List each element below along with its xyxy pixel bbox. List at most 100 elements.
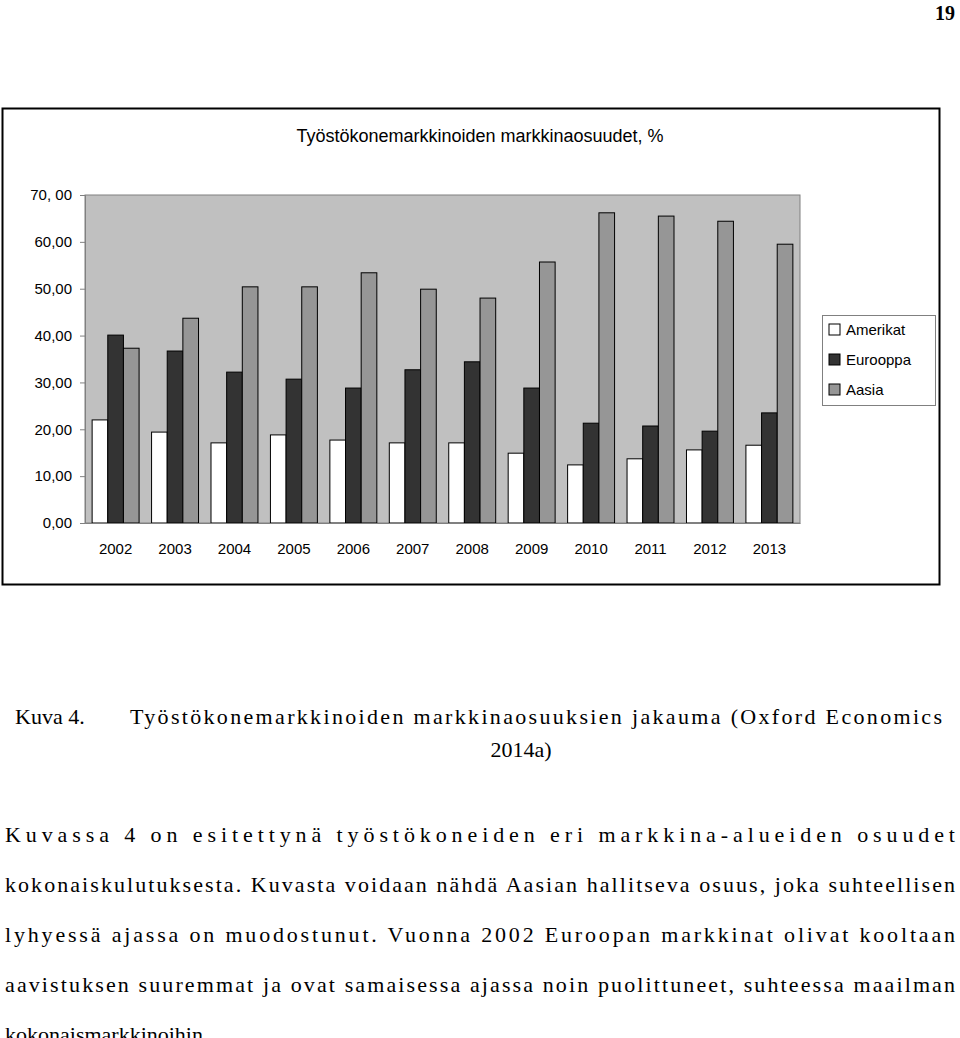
bar xyxy=(361,273,377,523)
x-tick: 2012 xyxy=(693,523,726,557)
paragraph-line: aavistuksen suuremmat ja ovat samaisessa… xyxy=(5,972,955,997)
bar xyxy=(183,318,199,523)
page: 19 Työstökonemarkkinoiden markkinaosuudet… xyxy=(0,0,960,1038)
y-tick: 60,00 xyxy=(34,233,85,250)
x-tick-label: 2004 xyxy=(218,540,251,557)
x-tick-label: 2002 xyxy=(99,540,132,557)
bar xyxy=(718,221,734,523)
bar xyxy=(568,465,584,523)
y-tick-mark xyxy=(80,476,85,477)
bar xyxy=(211,443,227,523)
x-tick: 2004 xyxy=(218,523,251,557)
page-number: 19 xyxy=(935,2,955,24)
bar xyxy=(346,388,362,523)
y-tick-label: 30,00 xyxy=(34,374,72,391)
bar xyxy=(686,450,702,523)
y-tick-mark xyxy=(80,429,85,430)
bar xyxy=(152,432,168,523)
chart-title: Työstökonemarkkinoiden markkinaosuudet, … xyxy=(296,126,663,146)
x-tick-label: 2007 xyxy=(396,540,429,557)
x-tick: 2006 xyxy=(337,523,370,557)
caption-label: Kuva 4. xyxy=(15,704,85,729)
x-tick-label: 2005 xyxy=(277,540,310,557)
bar xyxy=(762,413,778,523)
legend-label: Aasia xyxy=(846,381,884,398)
y-tick-label: 20,00 xyxy=(34,421,72,438)
y-tick: 20,00 xyxy=(34,421,85,438)
y-tick-mark xyxy=(80,195,85,196)
bar xyxy=(627,459,643,523)
x-tick-label: 2010 xyxy=(574,540,607,557)
bar xyxy=(508,453,524,523)
x-tick-label: 2003 xyxy=(158,540,191,557)
y-tick-mark xyxy=(80,336,85,337)
x-tick-label: 2012 xyxy=(693,540,726,557)
y-tick: 40,00 xyxy=(34,327,85,344)
y-tick: 30,00 xyxy=(34,374,85,391)
bars xyxy=(92,213,793,523)
y-tick-mark xyxy=(80,289,85,290)
bar xyxy=(270,435,286,523)
y-tick-label: 60,00 xyxy=(34,233,72,250)
x-tick-label: 2006 xyxy=(337,540,370,557)
y-tick-mark xyxy=(80,382,85,383)
bar xyxy=(658,216,674,523)
x-tick-label: 2011 xyxy=(634,540,666,557)
bar xyxy=(449,443,465,523)
x-tick: 2003 xyxy=(158,523,191,557)
bar xyxy=(389,443,405,523)
y-tick-label: 10,00 xyxy=(34,467,72,484)
bar xyxy=(330,440,346,523)
x-tick: 2005 xyxy=(277,523,310,557)
paragraph-line: lyhyessä ajassa on muodostunut. Vuonna 2… xyxy=(5,922,955,947)
bar xyxy=(123,348,139,523)
caption-line: 2014a) xyxy=(490,737,551,762)
x-tick-label: 2008 xyxy=(456,540,489,557)
bar xyxy=(167,351,183,523)
caption-line: Työstökonemarkkinoiden markkinaosuuksien… xyxy=(130,704,942,729)
bar xyxy=(242,287,258,523)
bar xyxy=(583,423,599,523)
x-axis-line xyxy=(86,523,801,524)
y-tick: 50,00 xyxy=(34,280,85,297)
paragraph-line: kokonaismarkkinoihin. xyxy=(5,1022,208,1038)
x-tick: 2002 xyxy=(99,523,132,557)
legend-swatch xyxy=(829,384,840,395)
y-tick-label: 50,00 xyxy=(34,280,72,297)
legend-swatch xyxy=(829,354,840,365)
legend-box xyxy=(823,316,936,406)
bar xyxy=(702,431,718,523)
bar xyxy=(108,335,124,523)
y-axis: 0,00 10,00 20,00 30,00 40,00 50,00 60,00 70, 00 xyxy=(30,186,85,531)
x-tick: 2011 xyxy=(634,523,666,557)
plot-area xyxy=(85,195,800,523)
legend-label: Amerikat xyxy=(846,321,906,338)
bar xyxy=(405,370,421,523)
y-tick-label: 40,00 xyxy=(34,327,72,344)
x-tick: 2009 xyxy=(515,523,548,557)
bar xyxy=(302,287,318,523)
y-axis-line xyxy=(80,196,86,524)
y-tick-mark xyxy=(80,523,85,524)
bar xyxy=(746,445,762,523)
x-tick-label: 2009 xyxy=(515,540,548,557)
x-tick-label: 2013 xyxy=(753,540,786,557)
y-tick: 10,00 xyxy=(34,467,85,484)
paragraph-line: Kuvassa 4 on esitettynä työstökoneiden e… xyxy=(5,822,955,847)
bar xyxy=(464,362,480,523)
x-tick: 2013 xyxy=(753,523,786,557)
legend-swatch xyxy=(829,324,840,335)
y-tick-label: 70, 00 xyxy=(30,186,72,203)
bar xyxy=(524,388,540,523)
bar xyxy=(421,289,437,523)
legend: AmerikatEurooppaAasia xyxy=(823,316,936,406)
bar xyxy=(643,426,659,523)
y-tick-label: 0,00 xyxy=(43,514,72,531)
paragraph-line: kokonaiskulutuksesta. Kuvasta voidaan nä… xyxy=(5,872,955,897)
y-tick: 0,00 xyxy=(43,514,85,531)
bar xyxy=(599,213,615,523)
bar xyxy=(92,420,108,523)
bar xyxy=(286,379,302,523)
x-tick: 2008 xyxy=(456,523,489,557)
x-tick: 2007 xyxy=(396,523,429,557)
